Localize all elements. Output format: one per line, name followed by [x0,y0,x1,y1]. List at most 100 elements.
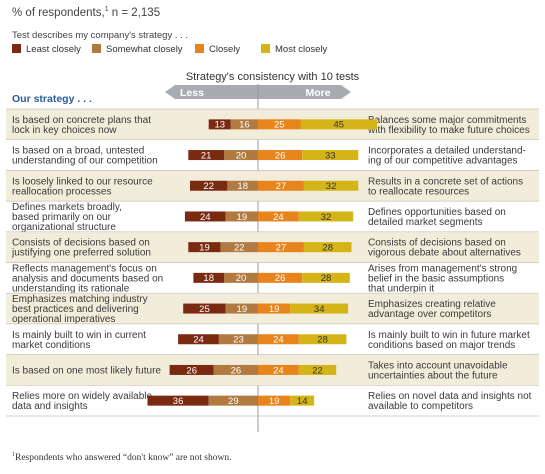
bar-segment [258,272,303,283]
bar-segment [290,395,315,406]
row-left-text: understanding of our competition [12,156,158,167]
bar-segment [183,303,226,314]
bar-segment [188,150,224,161]
bar-value-label: 25 [199,304,210,315]
row-left-text: organizational structure [12,222,116,233]
bar-value-label: 20 [236,150,247,161]
row-right-text: Relies on novel data and insights not [368,391,532,402]
row-right-text: Arises from management's strong [368,263,517,274]
row-left-text: reallocation processes [12,186,112,197]
bar-value-label: 27 [276,181,287,192]
row-right-text: vigorous debate about alternatives [368,248,521,259]
bar-segment [258,180,304,191]
bar-segment [220,242,258,253]
axis-label-more: More [305,87,330,99]
bar-value-label: 28 [321,273,332,284]
bar-value-label: 29 [228,396,239,407]
row-left-text: analysis and documents based on [12,273,163,284]
legend-swatch [92,44,101,53]
bar-value-label: 19 [237,304,248,315]
bar-segment [184,211,226,222]
bar-value-label: 20 [236,273,247,284]
bar-segment [298,211,354,222]
bar-segment [230,119,258,130]
bar-segment [178,334,219,345]
respondents-note: % of respondents,1 n = 2,135 [12,6,161,19]
bar-value-label: 28 [322,242,333,253]
bar-value-label: 13 [214,120,225,131]
bar-segment [258,150,303,161]
bar-value-label: 19 [269,396,280,407]
bar-segment [188,242,221,253]
bar-value-label: 32 [321,212,332,223]
bar-value-label: 23 [233,335,244,346]
row-left-text: Is based on a broad, untested [12,146,144,157]
bar-value-label: 24 [273,365,284,376]
bar-segment [302,150,359,161]
bar-value-label: 26 [231,365,242,376]
row-left-text: based primarily on our [12,212,112,223]
row-right-text: belief in the basic assumptions [368,273,504,284]
row-right-text: Results in a concrete set of actions [368,176,523,187]
bar-value-label: 22 [203,181,214,192]
row-right-text: detailed market segments [368,217,483,228]
chart-subtitle: Test describes my company's strategy . .… [12,30,189,41]
row-right-text: Consists of decisions based on [368,238,506,249]
bar-value-label: 25 [274,120,285,131]
bar-segment [302,272,350,283]
legend-swatch [12,44,21,53]
bar-value-label: 19 [269,304,280,315]
row-left-text: data and insights [12,401,88,412]
bar-value-label: 18 [237,181,248,192]
bar-segment [298,334,347,345]
bar-segment [147,395,209,406]
bar-segment [258,395,291,406]
bar-value-label: 24 [193,335,204,346]
bar-value-label: 24 [200,212,211,223]
bar-segment [208,395,258,406]
bar-segment [224,272,258,283]
legend-item-most-closely: Most closely [261,44,327,55]
row-right-text: that underpin it [368,283,434,294]
bar-value-label: 32 [326,181,337,192]
bar-segment [303,242,352,253]
bar-segment [258,334,299,345]
row-left-text: understanding its rationale [12,283,130,294]
bar-value-label: 22 [234,242,245,253]
bar-segment [227,180,258,191]
bar-value-label: 36 [173,396,184,407]
row-left-text: market conditions [12,340,90,351]
row-right-text: Incorporates a detailed understand- [368,146,526,157]
bar-value-label: 28 [317,335,328,346]
row-left-text: Is mainly built to win in current [12,330,146,341]
row-left-text: Defines markets broadly, [12,202,122,213]
row-right-text: Is mainly built to win in future market [368,330,530,341]
bar-value-label: 19 [237,212,248,223]
row-right-text: Balances some major commitments [368,115,526,126]
bar-segment [300,119,377,130]
row-right-text: conditions based on major trends [368,340,515,351]
row-left-text: Is based on concrete plans that [12,115,151,126]
bar-value-label: 33 [325,150,336,161]
row-left-text: lock in key choices now [12,125,117,136]
row-left-text: Is loosely linked to our resource [12,176,153,187]
row-left-text: Consists of decisions based on [12,238,150,249]
bar-value-label: 45 [333,120,344,131]
bar-segment [218,334,258,345]
bar-segment [290,303,349,314]
row-right-text: ing of our competitive advantages [368,156,518,167]
bar-segment [258,119,301,130]
row-right-text: Takes into account unavoidable [368,360,508,371]
left-heading: Our strategy . . . [12,93,92,105]
bar-segment [298,364,337,375]
bar-segment [258,303,291,314]
bar-segment [190,180,228,191]
bar-segment [208,119,231,130]
row-left-text: Reflects management's focus on [12,263,157,274]
bar-value-label: 26 [186,365,197,376]
bar-segment [303,180,359,191]
bar-segment [225,211,258,222]
bar-value-label: 22 [312,365,323,376]
bar-value-label: 24 [273,335,284,346]
legend-swatch [195,44,204,53]
